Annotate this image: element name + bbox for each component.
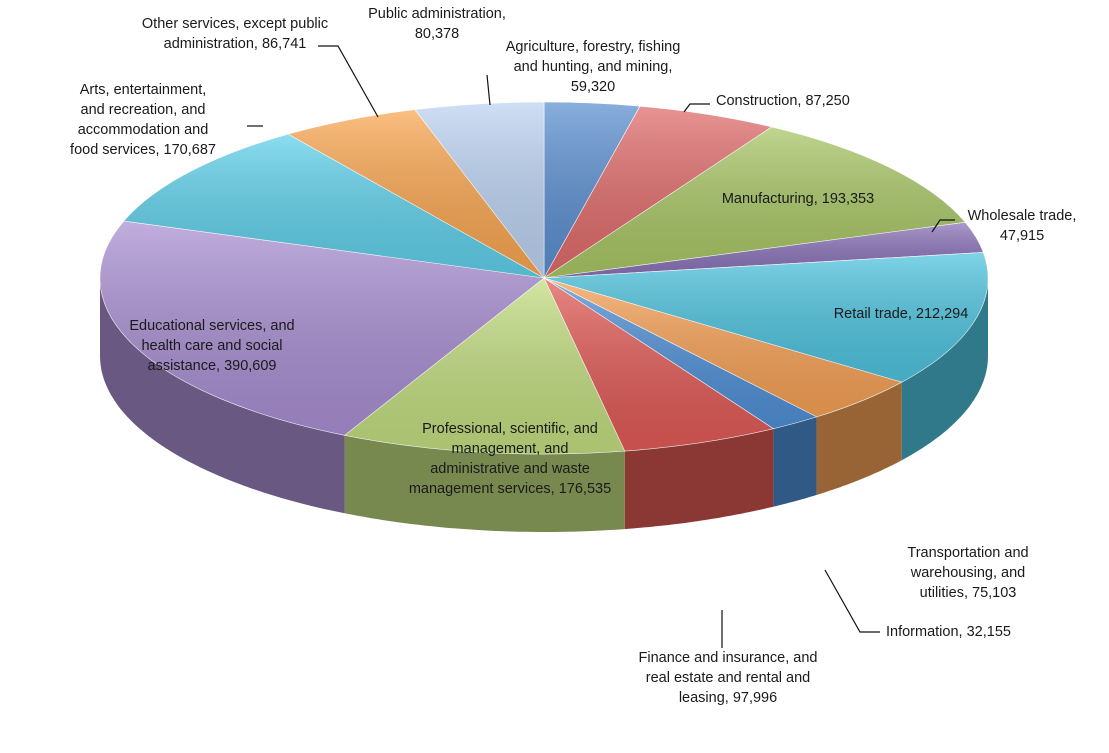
slice-shading-professional-scientific-and-management-and-administrative-and-waste-management-services [344, 278, 625, 455]
label-manufacturing: Manufacturing, 193,353 [722, 191, 874, 207]
label-transportation: Transportation and warehousing, and utilit… [907, 545, 1028, 601]
leader-line-public-administration [486, 74, 491, 106]
slice-shading-other-services-except-public-administration [288, 109, 544, 278]
label-agriculture: Agriculture, forestry, fishing and huntin… [506, 39, 681, 95]
leader-line-other-services [318, 45, 379, 118]
label-retail: Retail trade, 212,294 [834, 306, 969, 322]
leader-line-information [824, 569, 880, 633]
side-transportation-and-warehousing-and-utilities [816, 382, 902, 495]
slice-shading-public-administration [414, 102, 544, 278]
slice-shading-retail-trade [544, 252, 988, 383]
leader-line-construction [683, 103, 710, 113]
side-educational-services-and-health-care-and-social-assistance [100, 278, 345, 514]
label-professional: Professional, scientific, and management,… [409, 421, 611, 497]
side-finance-and-insurance-and-real-estate-and-rental-and-leasing [624, 428, 774, 530]
slice-shading-educational-services-and-health-care-and-social-assistance [99, 221, 544, 436]
label-arts: Arts, entertainment, and recreation, and a… [70, 82, 216, 158]
slice-shading-wholesale-trade [544, 222, 984, 278]
slice-shading-transportation-and-warehousing-and-utilities [544, 278, 902, 417]
label-construction: Construction, 87,250 [716, 93, 850, 109]
label-finance: Finance and insurance, and real estate an… [639, 650, 818, 706]
slice-shading-finance-and-insurance-and-real-estate-and-rental-and-leasing [544, 278, 774, 452]
pie-sides [100, 278, 988, 532]
label-public-administration: Public administration, 80,378 [368, 6, 506, 42]
slice-shading-information [544, 278, 817, 429]
label-educational: Educational services, and health care and… [129, 318, 294, 374]
slice-shading-agriculture-forestry-fishing-and-hunting-and-mining [544, 102, 640, 278]
label-information: Information, 32,155 [886, 624, 1011, 640]
side-information [773, 416, 817, 507]
slice-labels: Agriculture, forestry, fishing and huntin… [70, 6, 1076, 706]
side-professional-scientific-and-management-and-administrative-and-waste-management-services [344, 435, 625, 532]
slice-shading-manufacturing [544, 126, 966, 279]
pie-tops [99, 101, 989, 455]
slice-shading-arts-entertainment-and-recreation-and-accommodation-and-food-services [123, 134, 545, 278]
leader-lines [247, 45, 955, 648]
label-wholesale: Wholesale trade, 47,915 [968, 208, 1077, 244]
label-other-services: Other services, except public administrat… [142, 16, 328, 52]
slice-shading-construction [544, 106, 772, 278]
leader-line-wholesale [931, 219, 955, 233]
side-retail-trade [901, 278, 988, 461]
